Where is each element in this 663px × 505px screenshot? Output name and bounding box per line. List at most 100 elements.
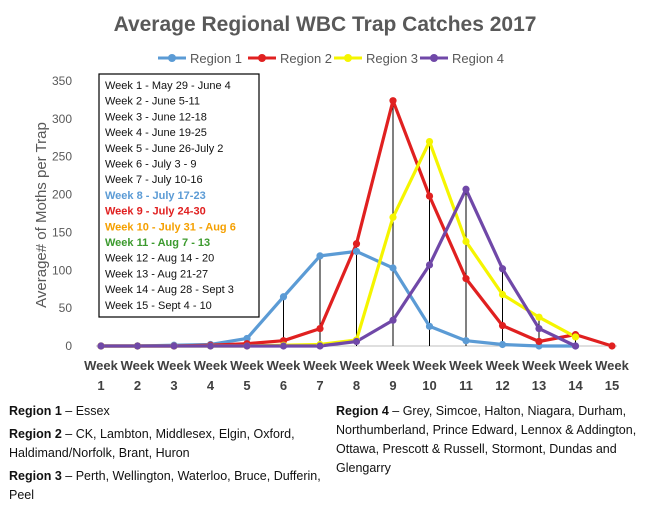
x-tick-label-bottom: 12 xyxy=(495,378,509,393)
x-tick-label-top: Week xyxy=(559,358,593,373)
x-tick-label-bottom: 8 xyxy=(353,378,360,393)
point-region-3 xyxy=(389,213,397,221)
week-key-entry: Week 12 - Aug 14 - 20 xyxy=(105,253,214,265)
x-tick-label-bottom: 9 xyxy=(389,378,396,393)
point-region-2 xyxy=(608,342,616,350)
week-key-box: Week 1 - May 29 - June 4 Week 2 - June 5-… xyxy=(98,73,260,318)
x-tick-label-top: Week xyxy=(595,358,629,373)
x-tick-label-bottom: 7 xyxy=(316,378,323,393)
point-region-1 xyxy=(352,247,361,255)
week-key-entry: Week 6 - July 3 - 9 xyxy=(105,159,197,171)
week-key-entry: Week 14 - Aug 28 - Sept 3 xyxy=(105,284,234,296)
legend-swatch-marker-4 xyxy=(430,54,438,62)
week-key-entry: Week 13 - Aug 21-27 xyxy=(105,268,208,280)
y-tick-label: 250 xyxy=(52,150,72,164)
week-key-entry: Week 11 - Aug 7 - 13 xyxy=(105,237,210,249)
x-axis: Week 1 Week 2 Week 3 Week 4 Week 5 Week 6 Week 7 Week 8… xyxy=(84,358,629,393)
x-tick-label-bottom: 1 xyxy=(97,378,104,393)
region-2-text: – CK, Lambton, Middlesex, Elgin, Oxford,… xyxy=(9,427,295,460)
week-key-entry: Week 1 - May 29 - June 4 xyxy=(105,80,231,92)
x-tick-label-bottom: 5 xyxy=(243,378,250,393)
y-tick-label: 300 xyxy=(52,112,72,126)
week-key-frame xyxy=(98,73,260,318)
x-tick-label-bottom: 15 xyxy=(605,378,619,393)
x-tick-label-bottom: 3 xyxy=(170,378,177,393)
week-key-entry: Week 2 - June 5-11 xyxy=(105,96,200,108)
region-2-label: Region 2 xyxy=(9,427,62,441)
point-region-2 xyxy=(352,240,361,248)
x-tick-label-top: Week xyxy=(340,358,374,373)
week-key-entry: Week 3 - June 12-18 xyxy=(105,111,207,123)
legend: Region 1 Region 2 Region 3 Region 4 xyxy=(158,51,504,66)
x-tick-label-top: Week xyxy=(157,358,191,373)
point-region-1 xyxy=(279,293,288,301)
point-region-2 xyxy=(425,192,434,200)
x-tick-label-top: Week xyxy=(303,358,337,373)
x-tick-label-top: Week xyxy=(376,358,410,373)
x-tick-label-top: Week xyxy=(194,358,228,373)
region-4-text: – Grey, Simcoe, Halton, Niagara, Durham,… xyxy=(336,404,637,475)
region-1-label: Region 1 xyxy=(9,404,62,418)
region-3-label: Region 3 xyxy=(9,469,62,483)
point-region-1 xyxy=(389,264,397,272)
drop-lines xyxy=(246,100,576,346)
point-region-4 xyxy=(498,265,507,273)
x-tick-label-bottom: 14 xyxy=(568,378,583,393)
point-region-4 xyxy=(316,342,324,350)
series-line-region-4 xyxy=(101,187,577,348)
point-region-1 xyxy=(462,337,470,345)
week-key-entry: Week 9 - July 24-30 xyxy=(105,206,206,218)
point-region-4 xyxy=(133,342,142,350)
week-key-entry: Week 10 - July 31 - Aug 6 xyxy=(105,221,236,233)
x-tick-label-top: Week xyxy=(230,358,264,373)
region-1-note: Region 1 – Essex xyxy=(9,402,327,421)
y-tick-label: 350 xyxy=(52,74,72,88)
week-key-entry: Week 15 - Sept 4 - 10 xyxy=(105,300,212,312)
x-tick-label-bottom: 2 xyxy=(134,378,141,393)
point-region-3 xyxy=(462,237,470,246)
point-region-3 xyxy=(535,313,543,321)
y-tick-label: 0 xyxy=(65,339,72,353)
point-region-1 xyxy=(243,334,251,343)
point-region-4 xyxy=(206,342,215,350)
region-4-label: Region 4 xyxy=(336,404,389,418)
point-region-2 xyxy=(498,321,507,330)
point-region-2 xyxy=(316,324,324,333)
week-key-entry: Week 5 - June 26-July 2 xyxy=(105,143,223,155)
point-region-3 xyxy=(571,333,580,341)
legend-label-4: Region 4 xyxy=(452,51,504,66)
region-2-note: Region 2 – CK, Lambton, Middlesex, Elgin… xyxy=(9,425,327,463)
x-tick-label-bottom: 13 xyxy=(532,378,546,393)
region-4-note: Region 4 – Grey, Simcoe, Halton, Niagara… xyxy=(336,402,656,478)
legend-swatch-marker-1 xyxy=(168,54,176,62)
point-region-3 xyxy=(498,290,507,299)
week-key-entry: Week 7 - July 10-16 xyxy=(105,174,203,186)
region-1-text: – Essex xyxy=(61,404,110,418)
point-region-1 xyxy=(316,252,324,260)
point-region-4 xyxy=(243,342,251,350)
legend-label-3: Region 3 xyxy=(366,51,418,66)
point-region-4 xyxy=(425,261,434,269)
week-key-entry: Week 8 - July 17-23 xyxy=(105,190,206,202)
point-region-2 xyxy=(535,337,543,346)
chart-title: Average Regional WBC Trap Catches 2017 xyxy=(114,13,537,36)
x-tick-label-top: Week xyxy=(486,358,520,373)
point-region-1 xyxy=(498,340,507,349)
x-tick-label-bottom: 4 xyxy=(207,378,215,393)
point-region-4 xyxy=(389,316,397,324)
week-key-entry: Week 4 - June 19-25 xyxy=(105,127,207,139)
point-region-4 xyxy=(462,185,470,193)
point-region-4 xyxy=(97,342,105,350)
x-tick-label-bottom: 6 xyxy=(280,378,287,393)
x-tick-label-top: Week xyxy=(449,358,483,373)
region-notes-right: Region 4 – Grey, Simcoe, Halton, Niagara… xyxy=(336,402,656,478)
y-tick-label: 100 xyxy=(52,263,72,277)
series-points xyxy=(97,97,616,350)
x-tick-label-top: Week xyxy=(413,358,447,373)
legend-label-2: Region 2 xyxy=(280,51,332,66)
x-tick-label-bottom: 11 xyxy=(459,378,473,393)
legend-label-1: Region 1 xyxy=(190,51,242,66)
point-region-4 xyxy=(571,342,580,350)
x-tick-label-top: Week xyxy=(522,358,556,373)
y-axis-label: Average# of Moths per Trap xyxy=(33,122,50,308)
